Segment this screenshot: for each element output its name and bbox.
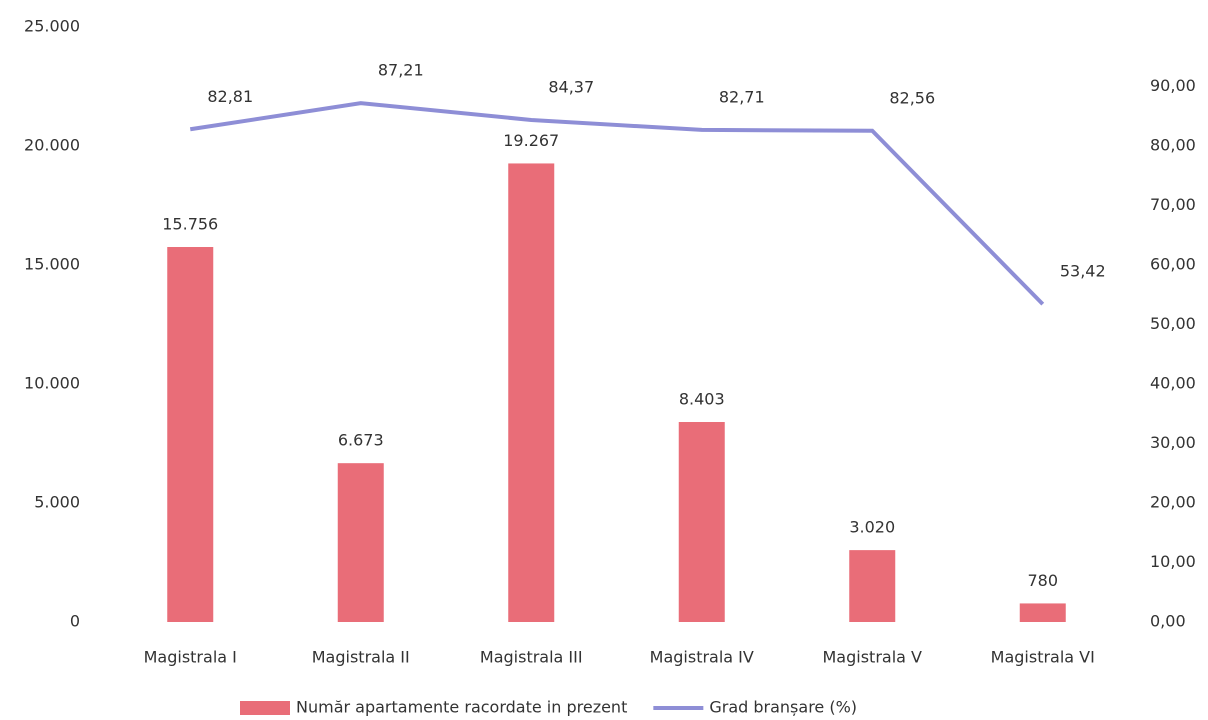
- bar: [678, 422, 725, 622]
- y2-tick-label: 30,00: [1150, 433, 1196, 452]
- bar-value-label: 19.267: [503, 131, 559, 150]
- y2-tick-label: 60,00: [1150, 255, 1196, 274]
- x-tick-label: Magistrala VI: [991, 648, 1095, 667]
- bar-value-label: 15.756: [162, 215, 218, 234]
- legend-label: Grad branșare (%): [709, 698, 857, 717]
- y2-tick-label: 80,00: [1150, 136, 1196, 155]
- line-value-label: 87,21: [378, 61, 424, 80]
- bar-value-label: 780: [1027, 571, 1058, 590]
- y-tick-label: 0: [70, 612, 80, 631]
- y2-tick-label: 70,00: [1150, 195, 1196, 214]
- line-value-label: 53,42: [1060, 262, 1106, 281]
- line-value-label: 84,37: [548, 77, 594, 96]
- y2-tick-label: 40,00: [1150, 374, 1196, 393]
- x-tick-label: Magistrala I: [144, 648, 237, 667]
- y-tick-label: 5.000: [34, 493, 80, 512]
- line-value-label: 82,71: [719, 87, 765, 106]
- line: [189, 101, 1045, 306]
- y2-tick-label: 0,00: [1150, 612, 1186, 631]
- bar: [849, 550, 896, 622]
- bar-value-label: 8.403: [679, 390, 725, 409]
- bar-value-label: 3.020: [849, 518, 895, 537]
- y-tick-label: 15.000: [24, 255, 80, 274]
- y2-tick-label: 20,00: [1150, 493, 1196, 512]
- y2-tick-label: 90,00: [1150, 76, 1196, 95]
- bar: [1019, 603, 1066, 622]
- x-tick-label: Magistrala II: [312, 648, 410, 667]
- legend-swatch: [240, 701, 290, 715]
- bar-value-label: 6.673: [338, 431, 384, 450]
- legend-label: Număr apartamente racordate in prezent: [296, 698, 627, 717]
- x-tick-label: Magistrala III: [480, 648, 583, 667]
- y2-tick-label: 10,00: [1150, 552, 1196, 571]
- line-value-label: 82,81: [207, 87, 253, 106]
- y2-tick-label: 50,00: [1150, 314, 1196, 333]
- x-tick-label: Magistrala V: [823, 648, 923, 667]
- bar: [508, 163, 555, 622]
- line-value-label: 82,56: [889, 88, 935, 107]
- x-tick-label: Magistrala IV: [650, 648, 754, 667]
- y-tick-label: 25.000: [24, 17, 80, 36]
- y-tick-label: 20.000: [24, 136, 80, 155]
- y-tick-label: 10.000: [24, 374, 80, 393]
- bar: [337, 463, 384, 622]
- bar: [167, 247, 214, 622]
